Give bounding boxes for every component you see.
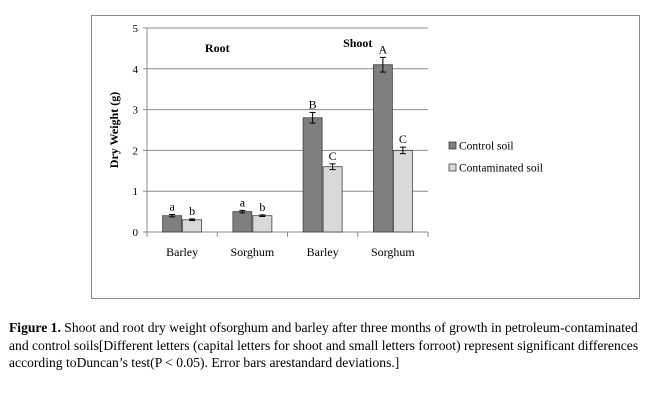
significance-letter-series-1-cat-0: b: [189, 204, 195, 218]
significance-letter-series-0-cat-2: B: [309, 97, 317, 111]
bar-series-1-cat-2: [322, 166, 343, 233]
y-tick-label-5: 5: [133, 23, 139, 35]
x-tick-label-1: Sorghum: [230, 245, 274, 259]
group-label-shoot: Shoot: [343, 36, 372, 50]
chart-area: [91, 15, 640, 299]
y-tick-label-1: 1: [133, 186, 139, 198]
y-axis-label: Dry Weight (g): [107, 92, 121, 168]
bar-series-1-cat-1: [252, 215, 273, 233]
y-tick-label-0: 0: [133, 227, 139, 239]
significance-letter-series-1-cat-1: b: [259, 200, 265, 214]
legend-swatch-0: [448, 141, 457, 150]
y-tick-label-4: 4: [133, 64, 139, 76]
bar-chart: 0 1 2 3 4 5 Dry Weight (g) Barley Sorghum Barley S…: [107, 23, 543, 259]
x-tick-label-0: Barley: [166, 245, 198, 259]
bar-series-0-cat-0: [162, 215, 183, 233]
legend-label-0: Control soil: [459, 141, 514, 153]
bar-series-0-cat-2: [302, 117, 323, 233]
significance-letter-series-0-cat-0: a: [169, 199, 175, 213]
bar-series-0-cat-1: [232, 211, 253, 233]
group-label-root: Root: [205, 41, 230, 55]
bar-series-1-cat-0: [182, 219, 203, 233]
figure-caption: Figure 1. Shoot and root dry weight ofso…: [9, 319, 654, 372]
y-tick-label-3: 3: [133, 105, 139, 117]
y-tick-label-2: 2: [133, 145, 139, 157]
x-tick-label-3: Sorghum: [371, 245, 415, 259]
legend-label-1: Contaminated soil: [459, 163, 543, 175]
significance-letter-series-0-cat-3: A: [379, 42, 388, 56]
bar-series-1-cat-3: [392, 149, 413, 233]
figure-caption-text: Shoot and root dry weight ofsorghum and …: [9, 320, 639, 370]
significance-letter-series-1-cat-3: C: [399, 132, 407, 146]
bar-series-0-cat-3: [372, 64, 393, 233]
significance-letter-series-0-cat-1: a: [240, 195, 246, 209]
figure-label: Figure 1.: [9, 320, 61, 335]
legend-swatch-1: [448, 163, 457, 172]
x-tick-label-2: Barley: [307, 245, 339, 259]
significance-letter-series-1-cat-2: C: [329, 149, 337, 163]
